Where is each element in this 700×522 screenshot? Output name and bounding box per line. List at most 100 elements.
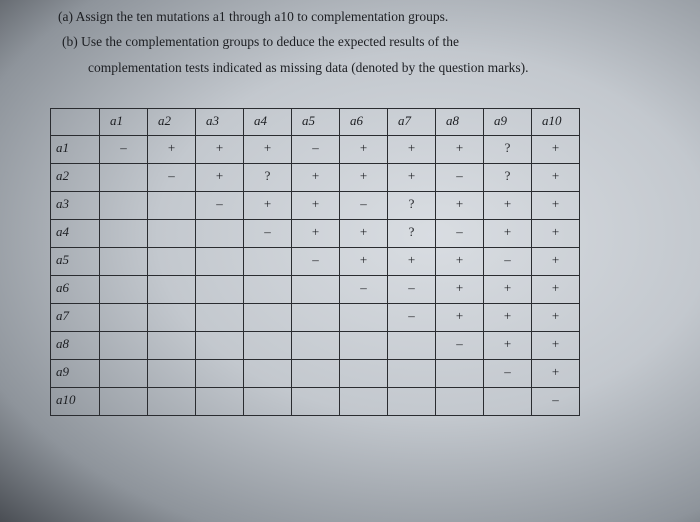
result-cell: + xyxy=(291,191,340,220)
result-cell: + xyxy=(243,135,292,164)
table-row: a3– + + –? + + + xyxy=(50,191,580,220)
result-cell xyxy=(243,387,292,416)
column-header: a4 xyxy=(243,108,292,136)
column-header: a8 xyxy=(435,108,484,136)
result-cell: + xyxy=(531,331,580,360)
row-header: a8 xyxy=(50,331,100,360)
result-cell: ? xyxy=(387,191,436,220)
result-cell: + xyxy=(435,191,484,220)
result-cell xyxy=(387,387,436,416)
result-cell xyxy=(339,303,388,332)
result-cell xyxy=(387,331,436,360)
result-cell xyxy=(147,191,196,220)
result-cell xyxy=(195,219,244,248)
result-cell xyxy=(99,163,148,192)
column-header: a7 xyxy=(387,108,436,136)
result-cell: + xyxy=(339,247,388,276)
result-cell: – xyxy=(243,219,292,248)
result-cell: – xyxy=(195,191,244,220)
instruction-b: (b) Use the complementation groups to de… xyxy=(62,34,459,49)
result-cell xyxy=(147,331,196,360)
result-cell xyxy=(339,331,388,360)
result-cell: + xyxy=(435,303,484,332)
result-cell: ? xyxy=(243,163,292,192)
result-cell xyxy=(99,247,148,276)
result-cell xyxy=(291,303,340,332)
result-cell xyxy=(291,331,340,360)
result-cell: + xyxy=(531,247,580,276)
table-row: a7– + + + xyxy=(50,303,580,332)
result-cell: – xyxy=(435,163,484,192)
result-cell xyxy=(99,359,148,388)
column-header: a6 xyxy=(339,108,388,136)
result-cell xyxy=(99,331,148,360)
result-cell xyxy=(147,219,196,248)
result-cell xyxy=(291,275,340,304)
row-header: a5 xyxy=(50,247,100,276)
column-header: a1 xyxy=(99,108,148,136)
table-row: a5– + + + – + xyxy=(50,247,580,276)
corner-cell xyxy=(50,108,100,136)
result-cell xyxy=(147,303,196,332)
result-cell: + xyxy=(483,331,532,360)
row-header: a2 xyxy=(50,163,100,192)
result-cell: + xyxy=(147,135,196,164)
result-cell: + xyxy=(531,219,580,248)
result-cell: – xyxy=(99,135,148,164)
result-cell: – xyxy=(147,163,196,192)
result-cell: + xyxy=(243,191,292,220)
table-row: a1– + + + – + + +? + xyxy=(50,135,580,164)
result-cell: + xyxy=(531,359,580,388)
result-cell xyxy=(99,275,148,304)
result-cell xyxy=(195,275,244,304)
result-cell: – xyxy=(387,275,436,304)
result-cell xyxy=(243,303,292,332)
result-cell xyxy=(291,359,340,388)
result-cell xyxy=(147,275,196,304)
result-cell: + xyxy=(291,219,340,248)
result-cell xyxy=(195,387,244,416)
result-cell xyxy=(147,247,196,276)
result-cell xyxy=(147,359,196,388)
result-cell: + xyxy=(483,219,532,248)
row-header: a9 xyxy=(50,359,100,388)
result-cell xyxy=(387,359,436,388)
column-header: a10 xyxy=(531,108,580,136)
result-cell xyxy=(195,303,244,332)
result-cell: + xyxy=(483,191,532,220)
header-row: a1 a2 a3 a4 a5 a6 a7 a8 a9 a10 xyxy=(50,108,580,136)
result-cell: ? xyxy=(483,135,532,164)
result-cell: + xyxy=(435,275,484,304)
result-cell: – xyxy=(435,331,484,360)
result-cell: + xyxy=(195,135,244,164)
result-cell: + xyxy=(483,303,532,332)
result-cell xyxy=(291,387,340,416)
result-cell: – xyxy=(483,359,532,388)
result-cell: + xyxy=(291,163,340,192)
result-cell xyxy=(339,359,388,388)
result-cell: + xyxy=(339,163,388,192)
result-cell xyxy=(435,387,484,416)
result-cell xyxy=(195,331,244,360)
complementation-table: a1 a2 a3 a4 a5 a6 a7 a8 a9 a10 a1– + + + – + + +? + a2– +? + +… xyxy=(50,108,580,416)
column-header: a3 xyxy=(195,108,244,136)
result-cell: + xyxy=(339,219,388,248)
result-cell xyxy=(99,387,148,416)
table-row: a10 – xyxy=(50,387,580,416)
result-cell xyxy=(243,359,292,388)
table-row: a2– +? + + + –? + xyxy=(50,163,580,192)
row-header: a4 xyxy=(50,219,100,248)
result-cell xyxy=(243,247,292,276)
column-header: a5 xyxy=(291,108,340,136)
result-cell: + xyxy=(531,163,580,192)
result-cell: + xyxy=(387,247,436,276)
result-cell xyxy=(99,191,148,220)
result-cell: + xyxy=(339,135,388,164)
result-cell: + xyxy=(435,247,484,276)
result-cell: – xyxy=(531,387,580,416)
result-cell xyxy=(99,303,148,332)
row-header: a6 xyxy=(50,275,100,304)
result-cell xyxy=(195,359,244,388)
result-cell: ? xyxy=(387,219,436,248)
result-cell: – xyxy=(291,135,340,164)
